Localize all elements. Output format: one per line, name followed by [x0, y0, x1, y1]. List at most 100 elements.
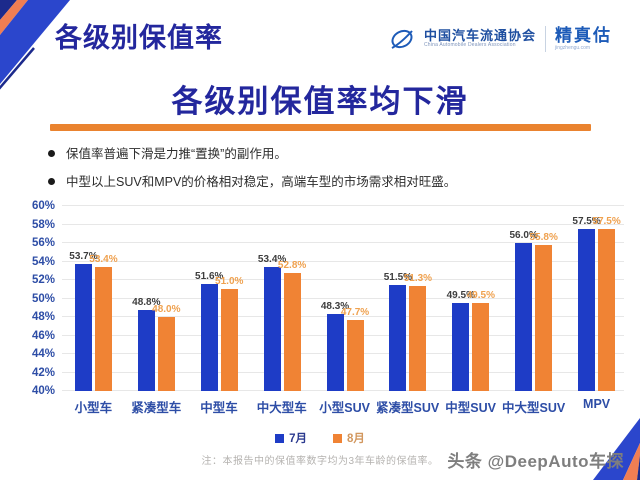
brand-name: 精真估 — [555, 26, 612, 46]
bar-group: 57.5% 57.5% — [565, 206, 628, 391]
bar-7月 — [74, 264, 92, 391]
y-tick-label: 50% — [31, 292, 55, 305]
value-label: 56.0% — [509, 230, 538, 241]
y-tick-label: 60% — [31, 200, 55, 212]
chart-legend: 7月 8月 — [0, 430, 640, 446]
footnote: 注：本报告中的保值率数字均为3年车龄的保值率。 — [201, 456, 439, 467]
y-tick-label: 40% — [31, 385, 55, 397]
value-label: 52.8% — [277, 259, 307, 271]
bullet-item: 保值率普遍下滑是力推“置换”的副作用。 — [48, 146, 456, 163]
org-name: 中国汽车流通协会 — [423, 28, 536, 44]
bar-7月 — [326, 314, 344, 391]
header-logos: 中国汽车流通协会 China Automobile Dealers Associ… — [389, 22, 612, 56]
bar-8月 — [346, 319, 364, 391]
bar-slot: 52.8% — [278, 206, 306, 391]
bar-7月 — [578, 229, 596, 391]
category-label: 中型车 — [200, 401, 238, 415]
value-label: 53.4% — [89, 254, 118, 266]
bar-group: 53.7% 53.4% — [62, 206, 125, 391]
bullet-text: 保值率普遍下滑是力推“置换”的副作用。 — [66, 147, 287, 161]
title-underline — [50, 124, 591, 131]
plot-area: 53.7% 53.4% 48.8% 48.0% 51.6% 51.0% 53.4% 52.8%… — [62, 205, 628, 391]
bullet-dot — [48, 150, 55, 157]
legend-item: 7月 — [275, 430, 307, 446]
y-tick-label: 44% — [31, 348, 55, 360]
value-label: 57.5% — [592, 216, 621, 228]
legend-swatch — [333, 433, 342, 443]
value-label: 48.0% — [152, 304, 181, 315]
value-label: 48.3% — [320, 301, 350, 313]
y-tick-label: 48% — [31, 311, 55, 323]
bullet-dot — [48, 177, 55, 185]
gridline — [62, 297, 624, 299]
bar-7月 — [515, 243, 533, 391]
gridline — [62, 223, 624, 225]
value-label: 49.5% — [446, 290, 475, 302]
gridline — [62, 205, 624, 206]
bar-slot: 57.5% — [592, 206, 621, 391]
value-label: 51.5% — [383, 271, 413, 283]
bar-7月 — [389, 284, 407, 391]
y-tick-label: 54% — [31, 255, 55, 268]
org-logo-text: 中国汽车流通协会 China Automobile Dealers Associ… — [423, 28, 536, 49]
category-label: 中型SUV — [445, 401, 496, 415]
value-label: 53.7% — [69, 251, 98, 263]
bullet-list: 保值率普遍下滑是力推“置换”的副作用。 中型以上SUV和MPV的价格相对稳定，高… — [48, 146, 456, 202]
category-label: 紧凑型SUV — [375, 401, 440, 415]
bar-group: 49.5% 49.5% — [439, 206, 502, 391]
bar-slot: 48.8% — [132, 206, 161, 391]
bar-slot: 47.7% — [341, 206, 369, 391]
bullet-text: 中型以上SUV和MPV的价格相对稳定，高端车型的市场需求相对旺盛。 — [66, 174, 457, 189]
bar-slot: 53.4% — [89, 206, 118, 391]
bar-7月 — [452, 303, 470, 391]
bar-slot: 48.0% — [152, 206, 181, 391]
value-label: 51.3% — [403, 273, 433, 285]
legend-swatch — [275, 433, 285, 443]
bar-slot: 49.5% — [467, 206, 495, 391]
bar-8月 — [94, 267, 112, 391]
logo-divider — [545, 26, 546, 52]
bar-slot: 51.0% — [215, 206, 243, 391]
bar-slot: 56.0% — [509, 206, 538, 391]
bar-group: 48.3% 47.7% — [314, 206, 377, 391]
bar-8月 — [472, 303, 490, 391]
bar-slot: 53.7% — [69, 206, 98, 391]
value-label: 51.6% — [195, 270, 224, 282]
bar-chart: 40% 42% 44% 46% 48% 50% 52% 54% 56% 58% 60% 53.7% 5… — [28, 200, 628, 416]
category-label: 小型车 — [74, 401, 113, 415]
y-tick-label: 56% — [31, 237, 55, 249]
brand-logo-text: 精真估 jingzhengu.com — [555, 26, 612, 51]
cada-logo-icon — [391, 29, 413, 49]
bar-8月 — [409, 286, 427, 391]
bar-8月 — [598, 229, 616, 391]
bar-group: 53.4% 52.8% — [251, 206, 314, 391]
category-label: MPV — [583, 397, 611, 411]
bar-group: 51.5% 51.3% — [376, 206, 439, 391]
bar-slot: 49.5% — [447, 206, 475, 391]
brand-domain: jingzhengu.com — [555, 44, 591, 51]
bar-slot: 51.3% — [404, 206, 432, 391]
bar-group: 48.8% 48.0% — [125, 206, 188, 391]
y-tick-label: 46% — [31, 329, 55, 342]
bar-slot: 57.5% — [572, 206, 601, 391]
y-axis-labels: 40% 42% 44% 46% 48% 50% 52% 54% 56% 58% 60% — [28, 200, 62, 397]
value-label: 57.5% — [572, 216, 601, 228]
y-tick-label: 42% — [31, 366, 55, 379]
bar-7月 — [200, 283, 218, 391]
bar-group: 51.6% 51.0% — [188, 206, 251, 391]
category-label: 小型SUV — [319, 401, 370, 415]
bar-slot: 55.8% — [529, 206, 558, 391]
bar-group: 56.0% 55.8% — [502, 206, 565, 391]
slide-title: 各级别保值率均下滑 — [171, 84, 469, 119]
category-label: 中大型SUV — [501, 401, 566, 415]
bar-8月 — [157, 317, 175, 391]
page-title: 各级别保值率 — [55, 23, 223, 53]
legend-label: 8月 — [347, 433, 365, 445]
category-label: 紧凑型车 — [131, 401, 182, 415]
legend-item: 8月 — [333, 430, 365, 446]
value-label: 55.8% — [529, 231, 558, 243]
watermark: 头条 @DeepAuto车探 — [447, 452, 624, 471]
y-tick-label: 52% — [31, 274, 55, 286]
bar-8月 — [220, 289, 238, 391]
